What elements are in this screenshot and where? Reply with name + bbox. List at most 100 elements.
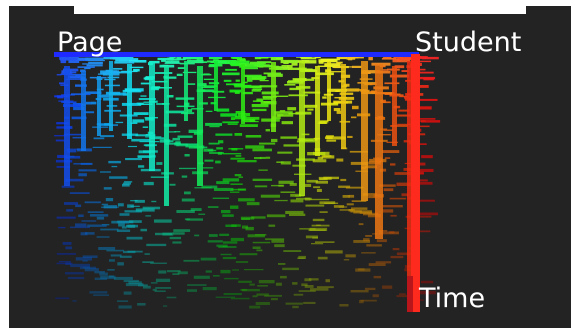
streak xyxy=(222,241,238,244)
streak xyxy=(94,277,108,280)
streak xyxy=(421,56,439,60)
streak xyxy=(417,290,436,295)
streak xyxy=(384,82,400,85)
streak xyxy=(56,253,76,255)
streak xyxy=(75,223,87,227)
streak xyxy=(358,223,364,226)
streak xyxy=(144,253,150,255)
streak xyxy=(351,116,357,119)
streak xyxy=(238,280,252,283)
streak xyxy=(355,268,371,272)
streak xyxy=(119,213,130,216)
streak xyxy=(242,225,248,229)
streak xyxy=(242,67,258,70)
streak xyxy=(229,89,241,93)
streak xyxy=(212,275,220,277)
streak xyxy=(348,194,355,198)
streak xyxy=(252,100,264,102)
streak xyxy=(132,119,145,123)
streak xyxy=(154,290,166,292)
streak xyxy=(370,91,376,93)
streak xyxy=(361,91,378,95)
streak xyxy=(278,184,285,187)
streak xyxy=(418,168,434,172)
streak xyxy=(165,110,185,114)
streak xyxy=(392,248,400,251)
streak xyxy=(419,212,438,216)
streak xyxy=(336,61,343,64)
streak xyxy=(82,260,88,262)
streak xyxy=(235,155,242,157)
streak xyxy=(121,226,127,229)
streak xyxy=(125,158,142,161)
streak xyxy=(96,216,105,220)
streak xyxy=(416,143,427,145)
streak xyxy=(75,57,88,61)
streak xyxy=(244,120,259,123)
streak xyxy=(124,210,142,213)
streak xyxy=(316,188,322,192)
streak xyxy=(382,205,403,208)
streak xyxy=(137,155,156,158)
streak xyxy=(210,102,217,105)
streak xyxy=(249,283,255,286)
streak xyxy=(99,272,108,276)
streak xyxy=(177,271,188,275)
streak xyxy=(276,161,284,163)
streak xyxy=(327,88,347,92)
streak xyxy=(263,101,271,104)
streak xyxy=(186,218,203,221)
streak xyxy=(252,88,263,91)
streak xyxy=(367,214,381,218)
streak xyxy=(57,95,64,99)
streak xyxy=(73,163,92,165)
streak xyxy=(396,252,413,256)
streak xyxy=(368,161,381,165)
streak xyxy=(266,214,286,218)
streak xyxy=(216,181,230,185)
streak xyxy=(130,200,138,202)
streak xyxy=(305,235,318,239)
streak xyxy=(304,104,318,108)
streak xyxy=(280,161,291,165)
streak xyxy=(142,261,154,263)
streak xyxy=(299,139,314,141)
streak xyxy=(288,112,306,115)
streak xyxy=(125,89,140,92)
vertical-bar xyxy=(149,61,155,171)
streak xyxy=(252,295,258,298)
streak xyxy=(161,59,166,62)
streak xyxy=(289,87,301,91)
streak xyxy=(230,191,240,193)
streak xyxy=(312,218,325,222)
streak xyxy=(274,199,288,202)
streak xyxy=(129,66,144,69)
streak xyxy=(212,90,225,93)
streak xyxy=(353,240,370,243)
streak xyxy=(349,150,368,153)
streak xyxy=(118,223,125,227)
streak xyxy=(377,134,391,136)
streak xyxy=(390,214,397,217)
streak xyxy=(106,249,124,252)
streak xyxy=(329,71,345,73)
streak xyxy=(84,91,102,94)
streak xyxy=(396,182,413,186)
streak xyxy=(212,197,229,199)
streak xyxy=(134,199,145,203)
streak xyxy=(154,72,173,74)
streak xyxy=(319,201,336,205)
streak xyxy=(307,108,314,111)
streak xyxy=(135,134,156,137)
streak xyxy=(155,278,171,282)
streak xyxy=(209,152,224,154)
streak xyxy=(283,144,300,147)
streak xyxy=(127,204,134,208)
streak xyxy=(287,107,297,111)
streak xyxy=(290,199,304,203)
streak xyxy=(364,287,376,291)
streak xyxy=(285,210,304,214)
streak xyxy=(63,68,79,72)
streak xyxy=(107,269,115,271)
streak xyxy=(93,137,105,140)
